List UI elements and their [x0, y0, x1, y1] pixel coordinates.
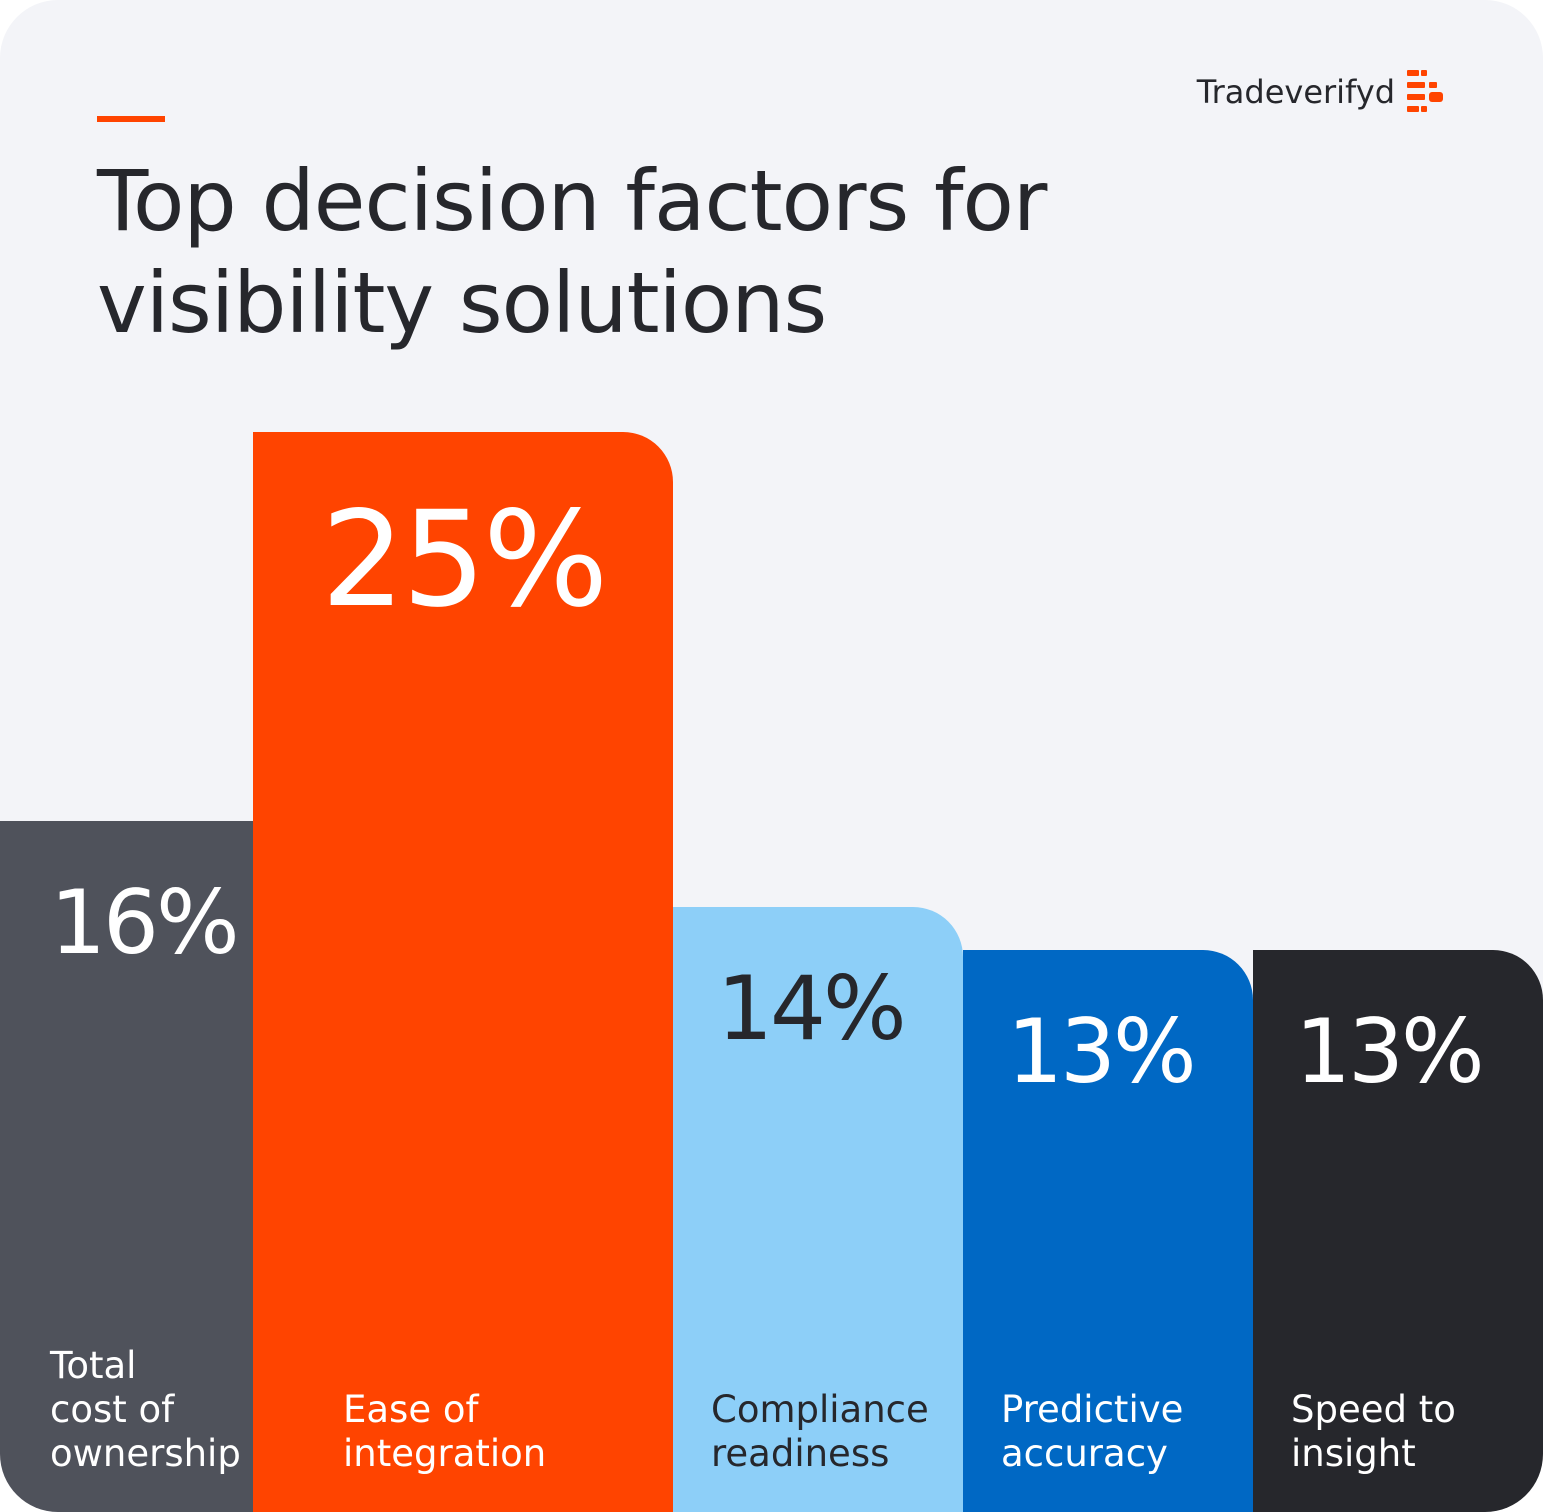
- brand: Tradeverifyd: [1197, 70, 1447, 114]
- bar-value-label: 13%: [1295, 1000, 1485, 1103]
- bar-5: 13% Speed to insight: [1253, 950, 1543, 1512]
- bar-category-label: Speed to insight: [1291, 1388, 1456, 1475]
- bar-category-label: Compliance readiness: [711, 1388, 929, 1475]
- bar-2: 25% Ease of integration: [253, 432, 673, 1512]
- chart-title-line-1: Top decision factors for: [97, 152, 1047, 250]
- accent-line: [97, 116, 165, 122]
- bar-category-label: Predictive accuracy: [1001, 1388, 1184, 1475]
- brand-name: Tradeverifyd: [1196, 73, 1395, 111]
- bar-value-label: 13%: [1007, 1000, 1197, 1103]
- bar-value-label: 16%: [50, 871, 240, 974]
- bar-value-label: 14%: [717, 957, 907, 1060]
- bar-3: 14% Compliance readiness: [673, 907, 963, 1512]
- tradeverifyd-logo-icon: [1407, 70, 1443, 112]
- bar-1: 16% Total cost of ownership: [0, 821, 303, 1512]
- bar-category-label: Ease of integration: [343, 1388, 547, 1475]
- bar-4: 13% Predictive accuracy: [963, 950, 1253, 1512]
- chart-title-line-2: visibility solutions: [97, 254, 827, 352]
- bar-category-label: Total cost of ownership: [50, 1344, 241, 1475]
- chart-title: Top decision factors for visibility solu…: [97, 150, 1197, 354]
- bar-value-label: 25%: [321, 483, 608, 637]
